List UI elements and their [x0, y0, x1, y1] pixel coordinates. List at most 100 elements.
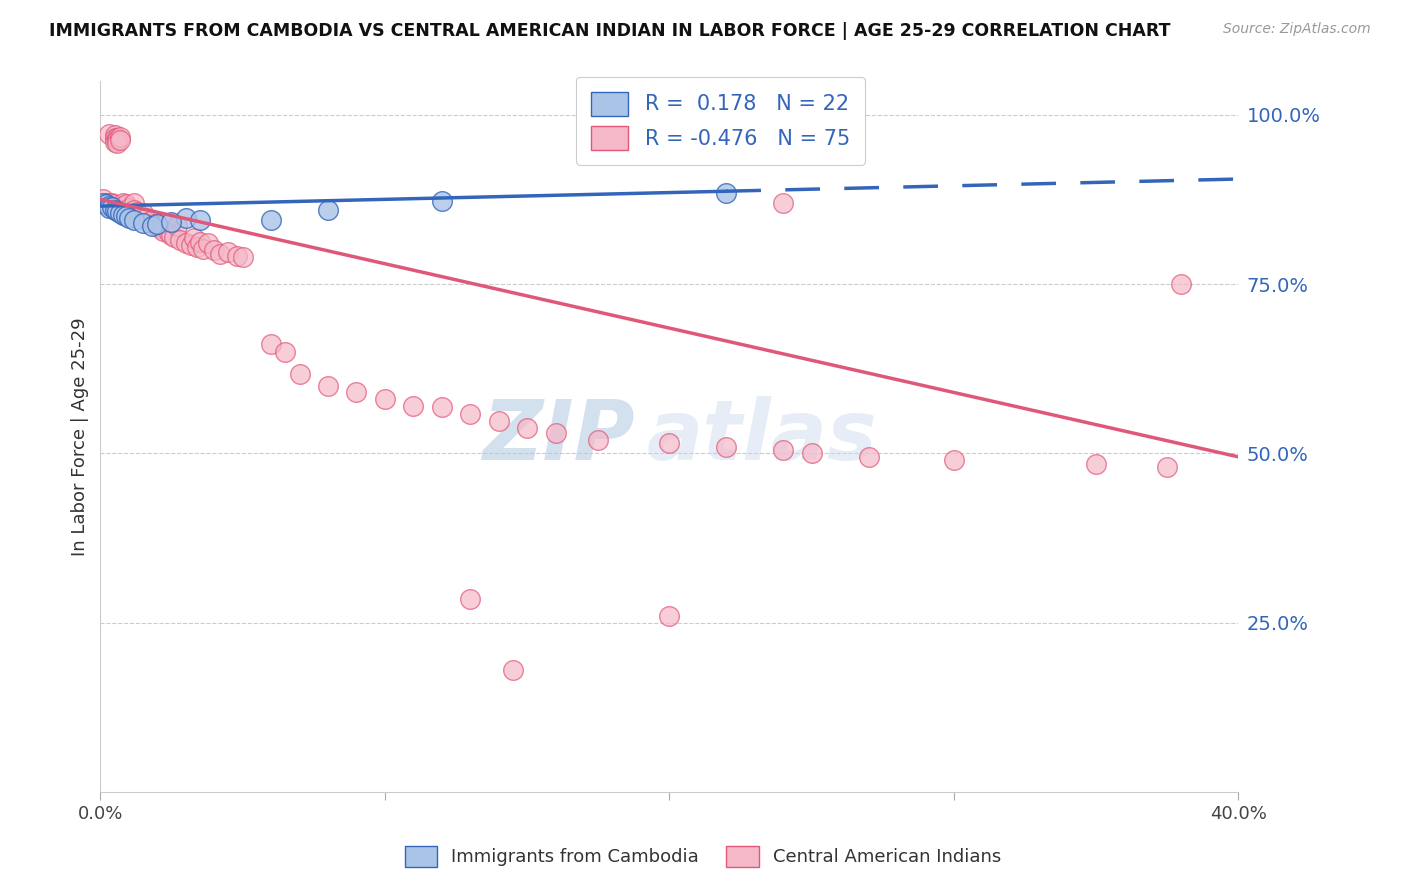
Point: [188, 212, 211, 227]
Y-axis label: In Labor Force | Age 25-29: In Labor Force | Age 25-29: [72, 318, 89, 556]
Point: [107, 203, 129, 218]
Point: [97, 127, 120, 141]
Text: ZIP: ZIP: [482, 396, 636, 477]
Point: [430, 194, 453, 208]
Point: [174, 236, 197, 251]
Point: [146, 219, 169, 234]
Point: [197, 236, 219, 251]
Point: [208, 246, 231, 260]
Point: [183, 231, 205, 245]
Point: [107, 131, 129, 145]
Point: [124, 212, 146, 227]
Point: [274, 344, 297, 359]
Point: [129, 208, 152, 222]
Point: [157, 226, 180, 240]
Point: [316, 202, 339, 217]
Point: [402, 399, 425, 413]
Point: [103, 131, 125, 145]
Point: [97, 201, 120, 215]
Point: [91, 195, 114, 210]
Point: [107, 136, 129, 150]
Point: [135, 211, 157, 225]
Point: [374, 392, 396, 407]
Point: [800, 446, 823, 460]
Point: [112, 208, 135, 222]
Point: [138, 215, 160, 229]
Point: [97, 199, 120, 213]
Point: [100, 200, 122, 214]
Point: [112, 199, 135, 213]
Point: [174, 211, 197, 225]
Point: [942, 453, 965, 467]
Point: [110, 133, 132, 147]
Point: [458, 592, 481, 607]
Point: [127, 204, 149, 219]
Point: [858, 450, 880, 464]
Point: [217, 244, 239, 259]
Point: [772, 443, 794, 458]
Point: [115, 197, 138, 211]
Point: [155, 216, 177, 230]
Point: [94, 197, 117, 211]
Text: Source: ZipAtlas.com: Source: ZipAtlas.com: [1223, 22, 1371, 37]
Point: [516, 420, 538, 434]
Point: [110, 206, 132, 220]
Point: [132, 216, 155, 230]
Point: [288, 367, 311, 381]
Point: [100, 195, 122, 210]
Point: [586, 433, 609, 447]
Point: [143, 218, 166, 232]
Point: [146, 218, 169, 232]
Point: [180, 237, 202, 252]
Point: [458, 407, 481, 421]
Point: [107, 133, 129, 147]
Point: [110, 130, 132, 145]
Point: [163, 229, 186, 244]
Point: [91, 192, 114, 206]
Point: [188, 235, 211, 249]
Point: [544, 426, 567, 441]
Point: [160, 228, 183, 243]
Point: [152, 224, 174, 238]
Point: [260, 212, 283, 227]
Point: [186, 240, 208, 254]
Point: [103, 202, 125, 217]
Point: [132, 206, 155, 220]
Point: [772, 195, 794, 210]
Point: [502, 663, 524, 677]
Point: [716, 186, 738, 200]
Point: [124, 202, 146, 217]
Text: IMMIGRANTS FROM CAMBODIA VS CENTRAL AMERICAN INDIAN IN LABOR FORCE | AGE 25-29 C: IMMIGRANTS FROM CAMBODIA VS CENTRAL AMER…: [49, 22, 1171, 40]
Legend: Immigrants from Cambodia, Central American Indians: Immigrants from Cambodia, Central Americ…: [398, 838, 1008, 874]
Point: [94, 195, 117, 210]
Point: [94, 197, 117, 211]
Point: [344, 385, 367, 400]
Point: [103, 135, 125, 149]
Legend: R =  0.178   N = 22, R = -0.476   N = 75: R = 0.178 N = 22, R = -0.476 N = 75: [576, 77, 865, 165]
Point: [430, 401, 453, 415]
Point: [226, 249, 249, 263]
Point: [166, 219, 188, 234]
Point: [169, 233, 191, 247]
Point: [149, 221, 172, 235]
Point: [1170, 277, 1192, 291]
Point: [716, 440, 738, 454]
Point: [141, 219, 163, 234]
Point: [141, 212, 163, 227]
Point: [118, 211, 141, 225]
Point: [124, 195, 146, 210]
Point: [1085, 457, 1108, 471]
Point: [260, 336, 283, 351]
Point: [115, 209, 138, 223]
Point: [202, 243, 225, 257]
Point: [232, 250, 254, 264]
Point: [112, 195, 135, 210]
Point: [658, 609, 681, 624]
Point: [316, 378, 339, 392]
Point: [118, 201, 141, 215]
Point: [100, 197, 122, 211]
Point: [488, 414, 510, 428]
Text: atlas: atlas: [647, 396, 877, 477]
Point: [1156, 460, 1178, 475]
Point: [160, 215, 183, 229]
